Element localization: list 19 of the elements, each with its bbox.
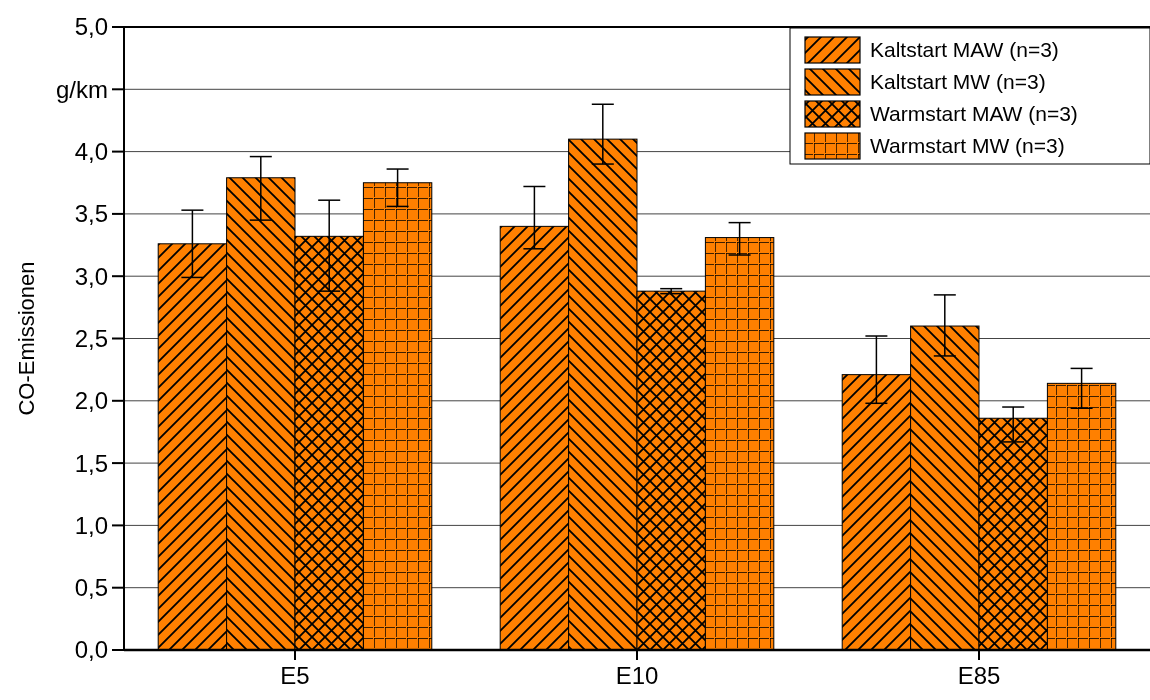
y-tick-label: 1,0 — [74, 511, 108, 539]
x-tick-label: E10 — [615, 662, 659, 689]
y-tick-label: 5,0 — [74, 13, 108, 41]
y-axis-title: CO-Emissionen — [14, 261, 39, 416]
y-tick-label: 3,5 — [74, 200, 108, 228]
legend-label: Kaltstart MAW (n=3) — [870, 38, 1059, 62]
y-tick-label: 2,0 — [74, 387, 108, 415]
y-tick-label: 2,5 — [74, 324, 108, 352]
y-tick-label: g/km — [55, 75, 108, 103]
legend-label: Kaltstart MW (n=3) — [870, 70, 1046, 94]
y-tick-label: 0,0 — [74, 636, 108, 664]
y-tick-label: 1,5 — [74, 449, 108, 477]
x-tick-label: E5 — [280, 662, 310, 689]
legend-label: Warmstart MW (n=3) — [870, 134, 1065, 158]
y-tick-label: 3,0 — [74, 262, 108, 290]
y-tick-label: 4,0 — [74, 138, 108, 165]
legend-label: Warmstart MAW (n=3) — [870, 102, 1078, 126]
y-tick-label: 0,5 — [74, 574, 108, 602]
x-tick-label: E85 — [957, 662, 1001, 689]
